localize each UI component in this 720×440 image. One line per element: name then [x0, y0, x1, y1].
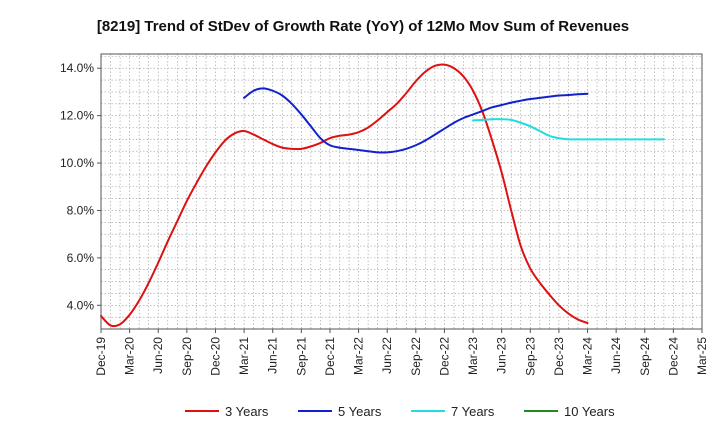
x-tick-label: Dec-23: [552, 337, 566, 376]
legend-label-7-years: 7 Years: [451, 404, 495, 419]
y-tick-label: 6.0%: [67, 251, 95, 265]
x-tick-label: Mar-21: [237, 337, 251, 375]
x-tick-label: Sep-21: [294, 337, 308, 376]
x-tick-label: Jun-23: [495, 337, 509, 374]
y-tick-label: 10.0%: [60, 156, 94, 170]
series-line-7-years: [472, 118, 665, 141]
y-tick-label: 12.0%: [60, 109, 94, 123]
x-tick-label: Dec-22: [437, 337, 451, 376]
legend-label-5-years: 5 Years: [338, 404, 382, 419]
x-tick-label: Jun-21: [266, 337, 280, 374]
legend-label-10-years: 10 Years: [564, 404, 615, 419]
x-tick-label: Dec-19: [94, 337, 108, 376]
x-tick-label: Sep-22: [409, 337, 423, 376]
x-tick-label: Mar-23: [466, 337, 480, 375]
x-tick-label: Mar-20: [123, 337, 137, 375]
x-tick-label: Sep-20: [180, 337, 194, 376]
x-tick-label: Dec-21: [323, 337, 337, 376]
x-tick-label: Mar-25: [695, 337, 709, 375]
series-line-5-years: [243, 87, 589, 154]
x-tick-label: Mar-22: [352, 337, 366, 375]
series-line-3-years: [100, 63, 589, 328]
x-tick-label: Sep-23: [523, 337, 537, 376]
x-tick-label: Jun-20: [151, 337, 165, 374]
y-tick-label: 4.0%: [67, 298, 95, 312]
y-tick-label: 8.0%: [67, 203, 95, 217]
x-tick-label: Dec-24: [666, 337, 680, 376]
chart-title: [8219] Trend of StDev of Growth Rate (Yo…: [97, 18, 629, 35]
x-tick-label: Jun-24: [609, 337, 623, 374]
series-lines: [100, 63, 665, 328]
plot-frame: [100, 53, 703, 330]
y-tick-label: 14.0%: [60, 61, 94, 75]
x-tick-label: Sep-24: [638, 337, 652, 376]
x-tick-label: Jun-22: [380, 337, 394, 374]
axes: 4.0% 6.0% 8.0% 10.0% 12.0% 14.0% Dec-19 Mar-20 J…: [60, 61, 709, 375]
x-tick-label: Mar-24: [581, 337, 595, 375]
legend-label-3-years: 3 Years: [225, 404, 269, 419]
grid-lines: [101, 54, 702, 329]
legend: 3 Years 5 Years 7 Years 10 Years: [185, 404, 615, 419]
x-tick-label: Dec-20: [208, 337, 222, 376]
